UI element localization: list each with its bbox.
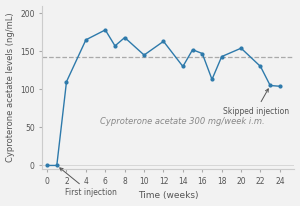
X-axis label: Time (weeks): Time (weeks) [138, 191, 199, 200]
Y-axis label: Cyproterone acetate levels (ng/mL): Cyproterone acetate levels (ng/mL) [6, 13, 15, 162]
Text: Skipped injection: Skipped injection [223, 89, 289, 116]
Text: Cyproterone acetate 300 mg/week i.m.: Cyproterone acetate 300 mg/week i.m. [100, 117, 265, 126]
Text: First injection: First injection [60, 168, 116, 197]
